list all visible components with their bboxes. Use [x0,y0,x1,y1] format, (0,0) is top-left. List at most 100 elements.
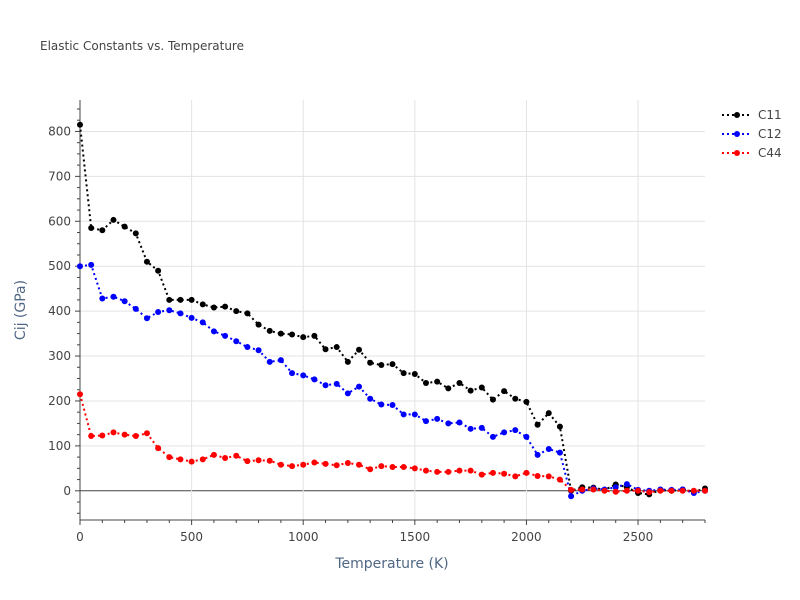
legend-swatch-marker [734,131,740,137]
data-point [255,321,262,328]
data-point [445,385,452,392]
data-point [311,459,318,466]
data-point [322,460,329,467]
data-point [132,230,139,237]
data-point [445,420,452,427]
data-point [344,459,351,466]
data-point [523,433,530,440]
series-c11 [77,121,708,498]
data-point [222,332,229,339]
grid [80,100,705,520]
data-point [289,331,296,338]
data-point [601,487,608,494]
x-tick-label: 2500 [623,530,654,544]
data-point [266,358,273,365]
data-point [400,463,407,470]
y-tick-label: 0 [63,484,71,498]
data-point [623,481,630,488]
data-point [132,433,139,439]
legend-label: C12 [758,127,782,141]
y-tick-label: 300 [48,349,71,363]
data-point [523,469,530,476]
data-point [199,456,206,463]
data-point [132,305,139,312]
series-line-c11 [79,124,706,496]
data-point [556,423,563,430]
data-point [478,424,485,431]
data-point [277,357,284,364]
x-tick-labels: 0 500 1000 1500 2000 2500 [76,530,653,544]
data-point [467,467,474,474]
data-point [501,470,508,477]
data-point [110,293,117,300]
y-tick-label: 800 [48,124,71,138]
data-point [635,487,642,494]
data-point [233,308,240,315]
data-point [411,465,418,472]
data-point [411,371,418,378]
data-point [534,472,541,479]
y-tick-label: 100 [48,439,71,453]
data-point [333,380,340,387]
data-point [400,370,407,377]
y-tick-label: 700 [48,169,71,183]
data-point [289,463,296,470]
series-layer [77,121,708,500]
series-line-c44 [79,393,705,494]
data-point [155,445,162,452]
data-point [277,461,284,468]
data-point [545,446,552,453]
data-point [489,396,496,403]
data-point [545,410,552,417]
data-point [311,332,318,339]
data-point [556,476,563,483]
data-point [77,263,83,270]
data-point [300,461,307,468]
data-point [657,487,664,494]
legend-label: C44 [758,146,782,160]
data-point [467,387,474,394]
data-point [166,296,173,303]
x-tick-label: 1000 [288,530,319,544]
data-point [679,487,686,494]
legend-item-c12[interactable]: C12 [722,127,782,141]
data-point [244,310,251,317]
data-point [690,487,697,494]
data-point [99,432,106,439]
legend-label: C11 [758,108,782,122]
legend[interactable]: C11 C12 C44 [722,108,782,160]
data-point [356,346,363,353]
data-point [422,379,429,386]
data-point [322,346,329,353]
legend-item-c44[interactable]: C44 [722,146,782,160]
data-point [590,486,597,493]
x-axis-title: Temperature (K) [334,556,448,572]
data-point [233,452,240,459]
data-point [300,334,307,341]
data-point [378,463,385,470]
data-point [244,458,251,465]
data-point [456,419,463,426]
chart-title: Elastic Constants vs. Temperature [40,39,244,53]
data-point [456,467,463,474]
data-point [367,466,374,473]
data-point [277,330,284,337]
data-point [378,401,385,408]
data-point [367,395,374,402]
data-point [188,314,195,321]
data-point [344,390,351,397]
data-point [99,295,106,302]
data-point [155,309,162,316]
data-point [523,398,530,405]
data-point [88,225,95,232]
data-point [255,347,262,354]
data-point [155,267,162,274]
data-point [456,379,463,386]
x-tick-label: 500 [180,530,203,544]
data-point [534,451,541,458]
data-point [612,484,619,491]
data-point [121,298,128,305]
data-point [210,328,217,335]
data-point [210,304,217,311]
legend-item-c11[interactable]: C11 [722,108,782,122]
